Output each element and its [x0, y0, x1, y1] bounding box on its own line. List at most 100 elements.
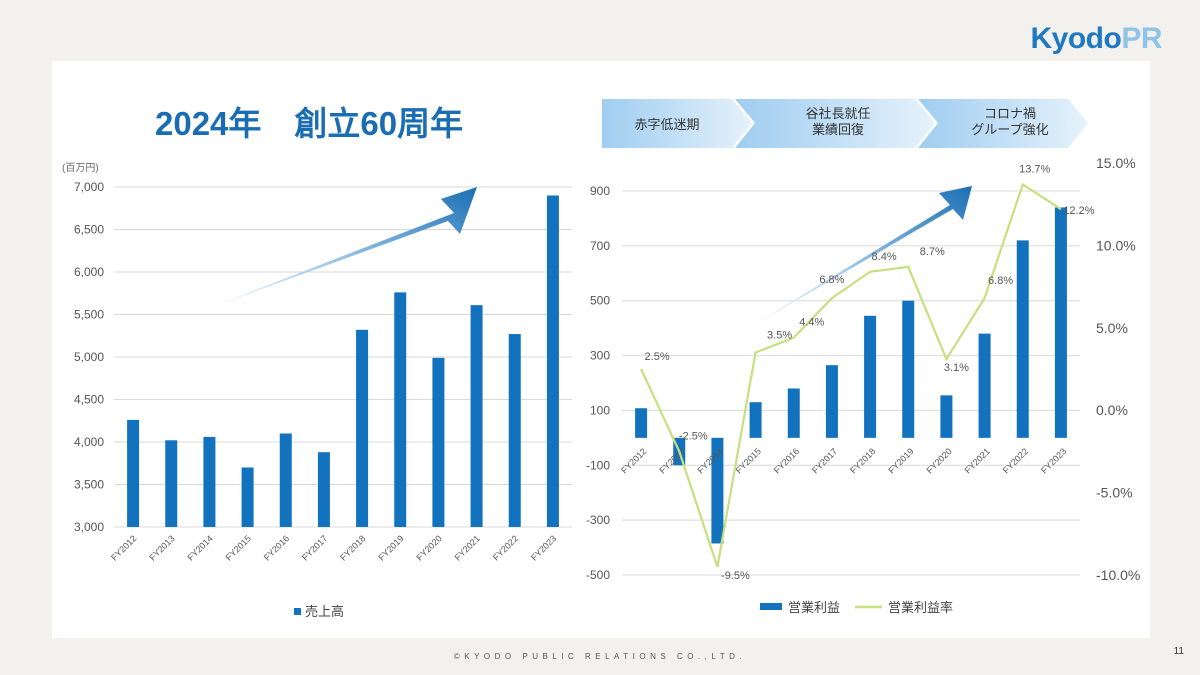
margin-data-label: 13.7%	[1019, 163, 1050, 175]
x-tick-label: FY2020	[414, 533, 443, 562]
y-tick-label-right: 5.0%	[1096, 320, 1128, 336]
slide-panel	[52, 61, 1150, 638]
sales-bar	[470, 305, 483, 527]
sales-bar	[127, 419, 140, 527]
margin-data-label: 6.8%	[988, 275, 1013, 287]
y-tick-label: 3,000	[74, 520, 104, 534]
y-tick-label: 5,000	[74, 350, 104, 364]
phase-chevron	[602, 99, 752, 148]
x-tick-label: FY2016	[772, 446, 801, 475]
y-tick-label-right: -10.0%	[1096, 567, 1140, 583]
x-tick-label: FY2022	[1001, 446, 1030, 475]
x-tick-label: FY2021	[963, 446, 992, 475]
profit-bar	[711, 437, 724, 544]
y-tick-label-right: -5.0%	[1096, 485, 1133, 501]
sales-bar	[317, 452, 330, 527]
phase-chevron	[918, 99, 1088, 148]
sales-bar	[241, 467, 254, 527]
phase-label: コロナ禍グループ強化	[971, 106, 1048, 137]
y-tick-label-left: 900	[590, 184, 610, 198]
x-tick-label: FY2022	[491, 533, 520, 562]
x-tick-label: FY2017	[810, 446, 839, 475]
x-tick-label: FY2018	[848, 446, 877, 475]
margin-data-label: -2.5%	[679, 430, 708, 442]
legend-swatch-sales	[294, 608, 301, 615]
x-tick-label: FY2021	[453, 533, 482, 562]
phase-banner: 赤字低迷期 谷社長就任業績回復 コロナ禍グループ強化	[602, 99, 1088, 148]
margin-data-label: 8.7%	[920, 246, 945, 258]
phase-label: 谷社長就任業績回復	[805, 106, 870, 137]
y-tick-label-right: 15.0%	[1096, 155, 1136, 171]
x-tick-label: FY2012	[619, 446, 648, 475]
margin-data-label: -9.5%	[721, 570, 750, 582]
y-tick-label-left: 300	[590, 349, 610, 363]
sales-bar	[508, 334, 521, 527]
legend-label-sales: 売上高	[305, 604, 344, 619]
x-tick-label: FY2018	[338, 533, 367, 562]
y-tick-label-right: 10.0%	[1096, 237, 1136, 253]
x-tick-label: FY2014	[185, 533, 214, 562]
y-tick-label-left: 700	[590, 239, 610, 253]
sales-bar	[394, 292, 407, 527]
x-tick-label: FY2012	[109, 533, 138, 562]
sales-bar	[432, 357, 445, 527]
y-tick-label-left: -300	[586, 513, 610, 527]
profit-bar	[940, 395, 953, 438]
y-tick-label-left: -100	[586, 458, 610, 472]
growth-arrow	[196, 187, 477, 313]
y-tick-label: 6,000	[74, 265, 104, 279]
sales-bar	[356, 329, 369, 527]
x-tick-label: FY2020	[924, 446, 953, 475]
x-tick-label: FY2019	[886, 446, 915, 475]
y-tick-label-left: 500	[590, 294, 610, 308]
legend-label-margin: 営業利益率	[888, 600, 953, 615]
x-tick-label: FY2015	[224, 533, 253, 562]
margin-data-label: 8.4%	[872, 251, 897, 263]
margin-data-label: 4.4%	[799, 317, 824, 329]
slide-title: 2024年 創立60周年	[155, 105, 464, 142]
margin-data-label: 12.2%	[1063, 205, 1094, 217]
y-tick-label: 7,000	[74, 180, 104, 194]
y-tick-label: 3,500	[74, 478, 104, 492]
profit-bar	[864, 315, 877, 438]
margin-line	[640, 182, 1062, 568]
page-number: 11	[1173, 646, 1184, 657]
profit-bar	[978, 333, 991, 438]
y-tick-label-right: 0.0%	[1096, 402, 1128, 418]
phase-chevron	[735, 99, 935, 148]
sales-bar	[165, 440, 178, 527]
y-tick-label: 4,500	[74, 393, 104, 407]
margin-data-label: 2.5%	[645, 351, 670, 363]
sales-bar	[203, 436, 216, 527]
x-tick-label: FY2013	[147, 533, 176, 562]
sales-bar	[546, 195, 559, 527]
margin-data-label: 6.8%	[819, 274, 844, 286]
legend-label-profit: 営業利益	[788, 600, 840, 615]
operating-profit-chart: -500 -300 -100 100 300 500 700 900 -10.0% -5.0% 0.…	[586, 155, 1140, 615]
y-tick-label: 5,500	[74, 308, 104, 322]
y-tick-label-left: -500	[586, 568, 610, 582]
margin-data-label: 3.5%	[767, 330, 792, 342]
y-tick-label: 6,500	[74, 223, 104, 237]
copyright-footer: ©KYODO PUBLIC RELATIONS CO.,LTD.	[453, 652, 747, 661]
x-tick-label: FY2023	[529, 533, 558, 562]
unit-label: (百万円)	[62, 162, 99, 174]
profit-bar	[749, 402, 762, 438]
kyodo-pr-logo: KyodoPR	[1030, 22, 1162, 55]
sales-bar	[279, 433, 292, 527]
margin-data-label: 3.1%	[944, 362, 969, 374]
profit-bar	[1016, 240, 1029, 438]
profit-bar	[825, 365, 838, 438]
phase-label: 赤字低迷期	[634, 117, 699, 132]
profit-bar	[1054, 207, 1067, 438]
profit-bar	[902, 300, 915, 438]
legend-swatch-profit	[760, 603, 782, 610]
x-tick-label: FY2017	[300, 533, 329, 562]
sales-chart: (百万円) 3,000 3,500 4,000 4,500 5,000 5,500 6,000…	[62, 162, 572, 619]
y-tick-label-left: 100	[590, 403, 610, 417]
x-tick-label: FY2016	[262, 533, 291, 562]
x-tick-label: FY2019	[376, 533, 405, 562]
growth-arrow	[742, 186, 972, 332]
x-tick-label: FY2023	[1039, 446, 1068, 475]
